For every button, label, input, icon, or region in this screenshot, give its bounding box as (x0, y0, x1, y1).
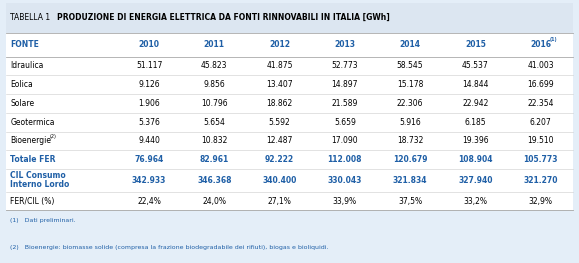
Text: TABELLA 1: TABELLA 1 (10, 13, 50, 22)
Text: 346.368: 346.368 (197, 176, 232, 185)
Text: 5.659: 5.659 (334, 118, 356, 127)
Text: Idraulica: Idraulica (10, 62, 44, 70)
Text: 18.862: 18.862 (266, 99, 293, 108)
Text: 13.407: 13.407 (266, 80, 293, 89)
Text: 1.906: 1.906 (138, 99, 160, 108)
Text: 2011: 2011 (204, 40, 225, 49)
Text: 22.306: 22.306 (397, 99, 423, 108)
Text: 342.933: 342.933 (132, 176, 166, 185)
Text: 14.844: 14.844 (462, 80, 489, 89)
Text: CIL Consumo: CIL Consumo (10, 171, 66, 180)
Text: FONTE: FONTE (10, 40, 39, 49)
Text: 45.823: 45.823 (201, 62, 228, 70)
Text: 92.222: 92.222 (265, 155, 294, 164)
Text: 10.832: 10.832 (201, 136, 228, 145)
Text: 5.376: 5.376 (138, 118, 160, 127)
Text: 6.207: 6.207 (530, 118, 551, 127)
Text: 321.270: 321.270 (523, 176, 558, 185)
Text: PRODUZIONE DI ENERGIA ELETTRICA DA FONTI RINNOVABILI IN ITALIA [GWh]: PRODUZIONE DI ENERGIA ELETTRICA DA FONTI… (57, 13, 390, 22)
Text: 330.043: 330.043 (328, 176, 362, 185)
Text: 2014: 2014 (400, 40, 420, 49)
Text: 19.396: 19.396 (462, 136, 489, 145)
Text: 37,5%: 37,5% (398, 196, 422, 205)
Text: 15.178: 15.178 (397, 80, 423, 89)
FancyBboxPatch shape (6, 3, 573, 33)
Text: 33,9%: 33,9% (333, 196, 357, 205)
Text: 17.090: 17.090 (332, 136, 358, 145)
Text: 14.897: 14.897 (332, 80, 358, 89)
Text: 32,9%: 32,9% (529, 196, 552, 205)
FancyBboxPatch shape (6, 33, 573, 210)
Text: Solare: Solare (10, 99, 35, 108)
Text: 5.654: 5.654 (203, 118, 225, 127)
Text: 41.003: 41.003 (527, 62, 554, 70)
Text: 51.117: 51.117 (136, 62, 162, 70)
Text: 10.796: 10.796 (201, 99, 228, 108)
Text: 321.834: 321.834 (393, 176, 427, 185)
Text: 19.510: 19.510 (527, 136, 554, 145)
Text: 2010: 2010 (138, 40, 160, 49)
Text: Interno Lordo: Interno Lordo (10, 180, 70, 189)
Text: 45.537: 45.537 (462, 62, 489, 70)
Text: 2015: 2015 (465, 40, 486, 49)
Text: 82.961: 82.961 (200, 155, 229, 164)
Text: 58.545: 58.545 (397, 62, 423, 70)
Text: 5.592: 5.592 (269, 118, 291, 127)
Text: 9.856: 9.856 (203, 80, 225, 89)
Text: 12.487: 12.487 (266, 136, 293, 145)
Text: 9.440: 9.440 (138, 136, 160, 145)
Text: 16.699: 16.699 (527, 80, 554, 89)
Text: 21.589: 21.589 (332, 99, 358, 108)
Text: 327.940: 327.940 (458, 176, 493, 185)
Text: Geotermica: Geotermica (10, 118, 55, 127)
Text: (1): (1) (549, 37, 557, 42)
Text: 2012: 2012 (269, 40, 290, 49)
Text: 22,4%: 22,4% (137, 196, 161, 205)
Text: 120.679: 120.679 (393, 155, 427, 164)
Text: Totale FER: Totale FER (10, 155, 56, 164)
Text: FER/CIL (%): FER/CIL (%) (10, 196, 55, 205)
Text: 9.126: 9.126 (138, 80, 160, 89)
Text: 2016: 2016 (530, 40, 551, 49)
Text: 27,1%: 27,1% (267, 196, 291, 205)
Text: 6.185: 6.185 (464, 118, 486, 127)
Text: 33,2%: 33,2% (463, 196, 488, 205)
Text: (1)   Dati preliminari.: (1) Dati preliminari. (10, 218, 76, 223)
Text: 5.916: 5.916 (399, 118, 421, 127)
Text: Eolica: Eolica (10, 80, 33, 89)
Text: 340.400: 340.400 (262, 176, 297, 185)
Text: 112.008: 112.008 (328, 155, 362, 164)
Text: Bioenergie: Bioenergie (10, 136, 52, 145)
Text: 22.942: 22.942 (462, 99, 489, 108)
Text: 24,0%: 24,0% (202, 196, 226, 205)
Text: 52.773: 52.773 (332, 62, 358, 70)
Text: (2): (2) (50, 134, 57, 139)
Text: 108.904: 108.904 (458, 155, 493, 164)
Text: 105.773: 105.773 (523, 155, 558, 164)
Text: 18.732: 18.732 (397, 136, 423, 145)
Text: 76.964: 76.964 (134, 155, 164, 164)
Text: 2013: 2013 (334, 40, 356, 49)
Text: (2)   Bioenergie: biomasse solide (compresa la frazione biodegradabile dei rifiu: (2) Bioenergie: biomasse solide (compres… (10, 245, 329, 250)
Text: 22.354: 22.354 (527, 99, 554, 108)
Text: 41.875: 41.875 (266, 62, 293, 70)
